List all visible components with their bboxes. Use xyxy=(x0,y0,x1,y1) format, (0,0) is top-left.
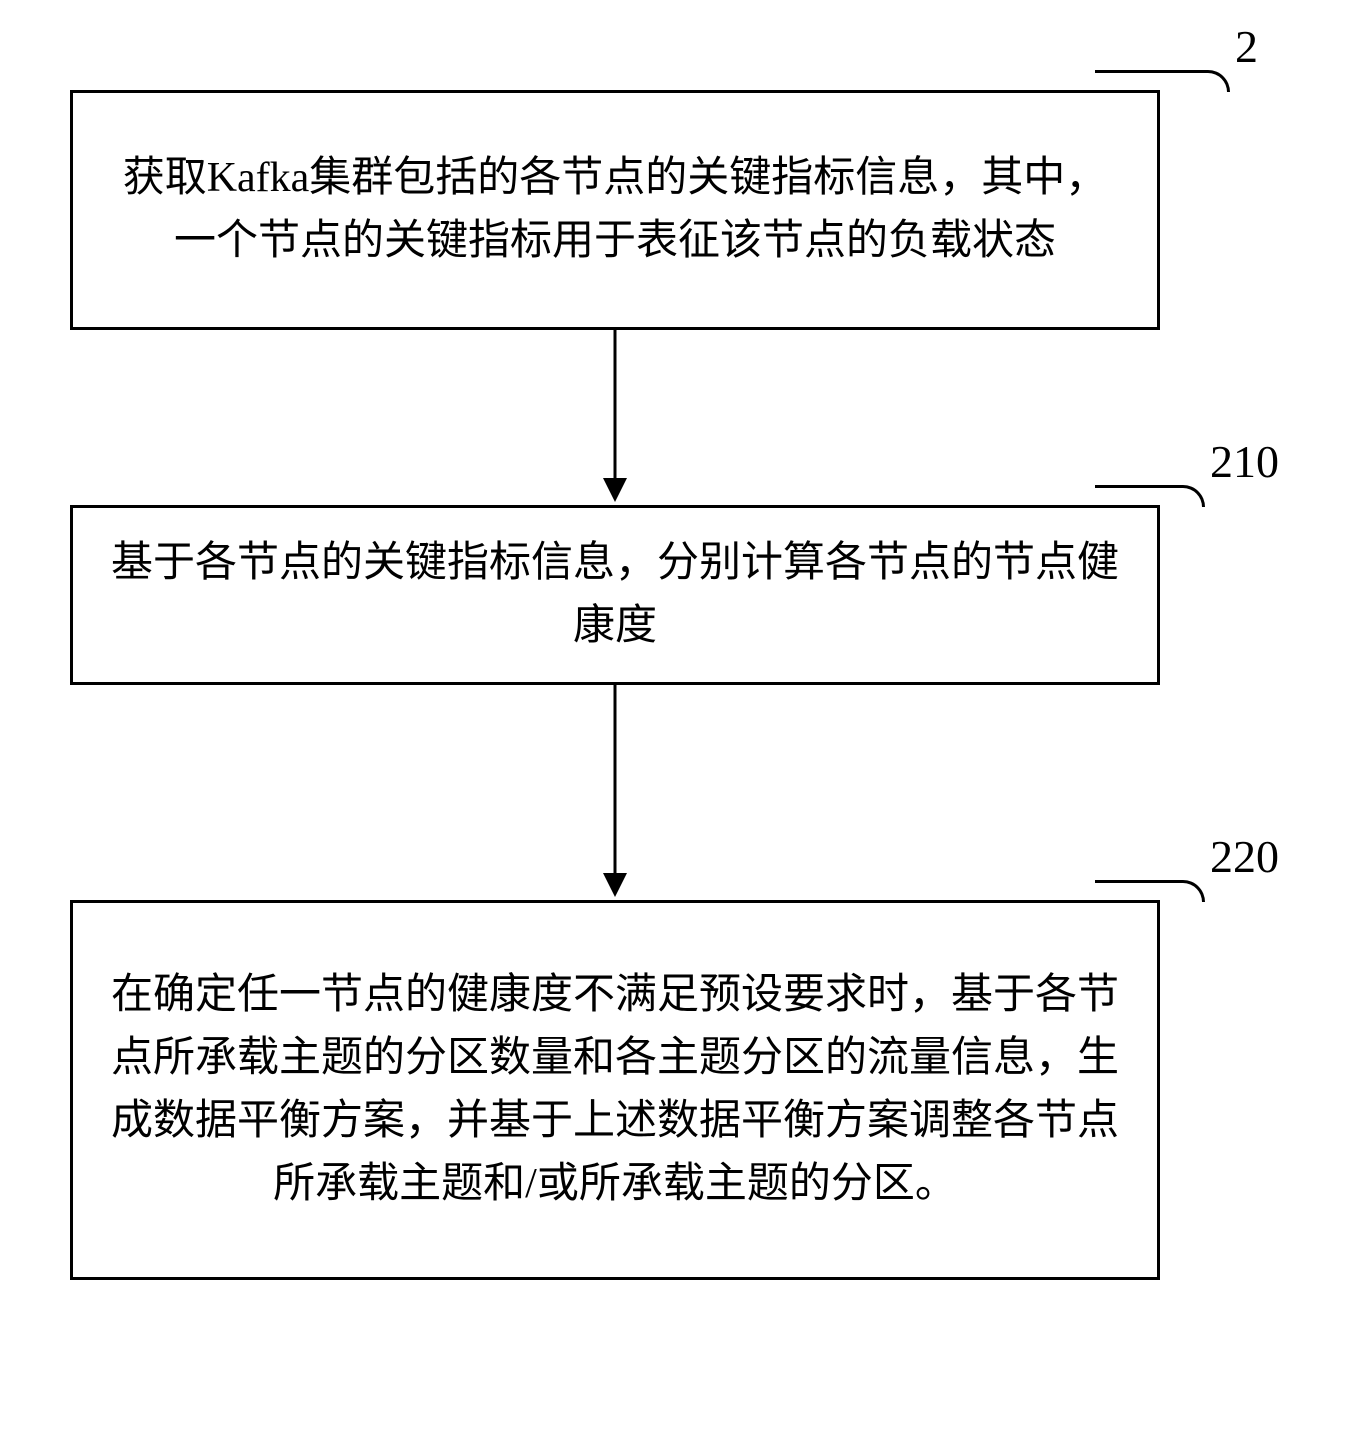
flow-box-text: 获取Kafka集群包括的各节点的关键指标信息，其中，一个节点的关键指标用于表征该… xyxy=(103,147,1127,273)
arrow-line xyxy=(614,685,617,875)
flow-box-step-2: 获取Kafka集群包括的各节点的关键指标信息，其中，一个节点的关键指标用于表征该… xyxy=(70,90,1160,330)
arrow-line xyxy=(614,330,617,480)
flow-box-text: 在确定任一节点的健康度不满足预设要求时，基于各节点所承载主题的分区数量和各主题分… xyxy=(103,964,1127,1216)
arrow-head-icon xyxy=(603,873,627,897)
flow-box-step-220: 在确定任一节点的健康度不满足预设要求时，基于各节点所承载主题的分区数量和各主题分… xyxy=(70,900,1160,1280)
flowchart-canvas: 获取Kafka集群包括的各节点的关键指标信息，其中，一个节点的关键指标用于表征该… xyxy=(0,0,1348,1433)
flow-box-step-210: 基于各节点的关键指标信息，分别计算各节点的节点健康度 xyxy=(70,505,1160,685)
arrow-head-icon xyxy=(603,478,627,502)
flow-box-text: 基于各节点的关键指标信息，分别计算各节点的节点健康度 xyxy=(103,532,1127,658)
step-label-2: 2 xyxy=(1235,20,1258,73)
step-label-220: 220 xyxy=(1210,830,1279,883)
leader-line xyxy=(1095,70,1230,92)
leader-line xyxy=(1095,880,1205,902)
step-label-210: 210 xyxy=(1210,435,1279,488)
leader-line xyxy=(1095,485,1205,507)
